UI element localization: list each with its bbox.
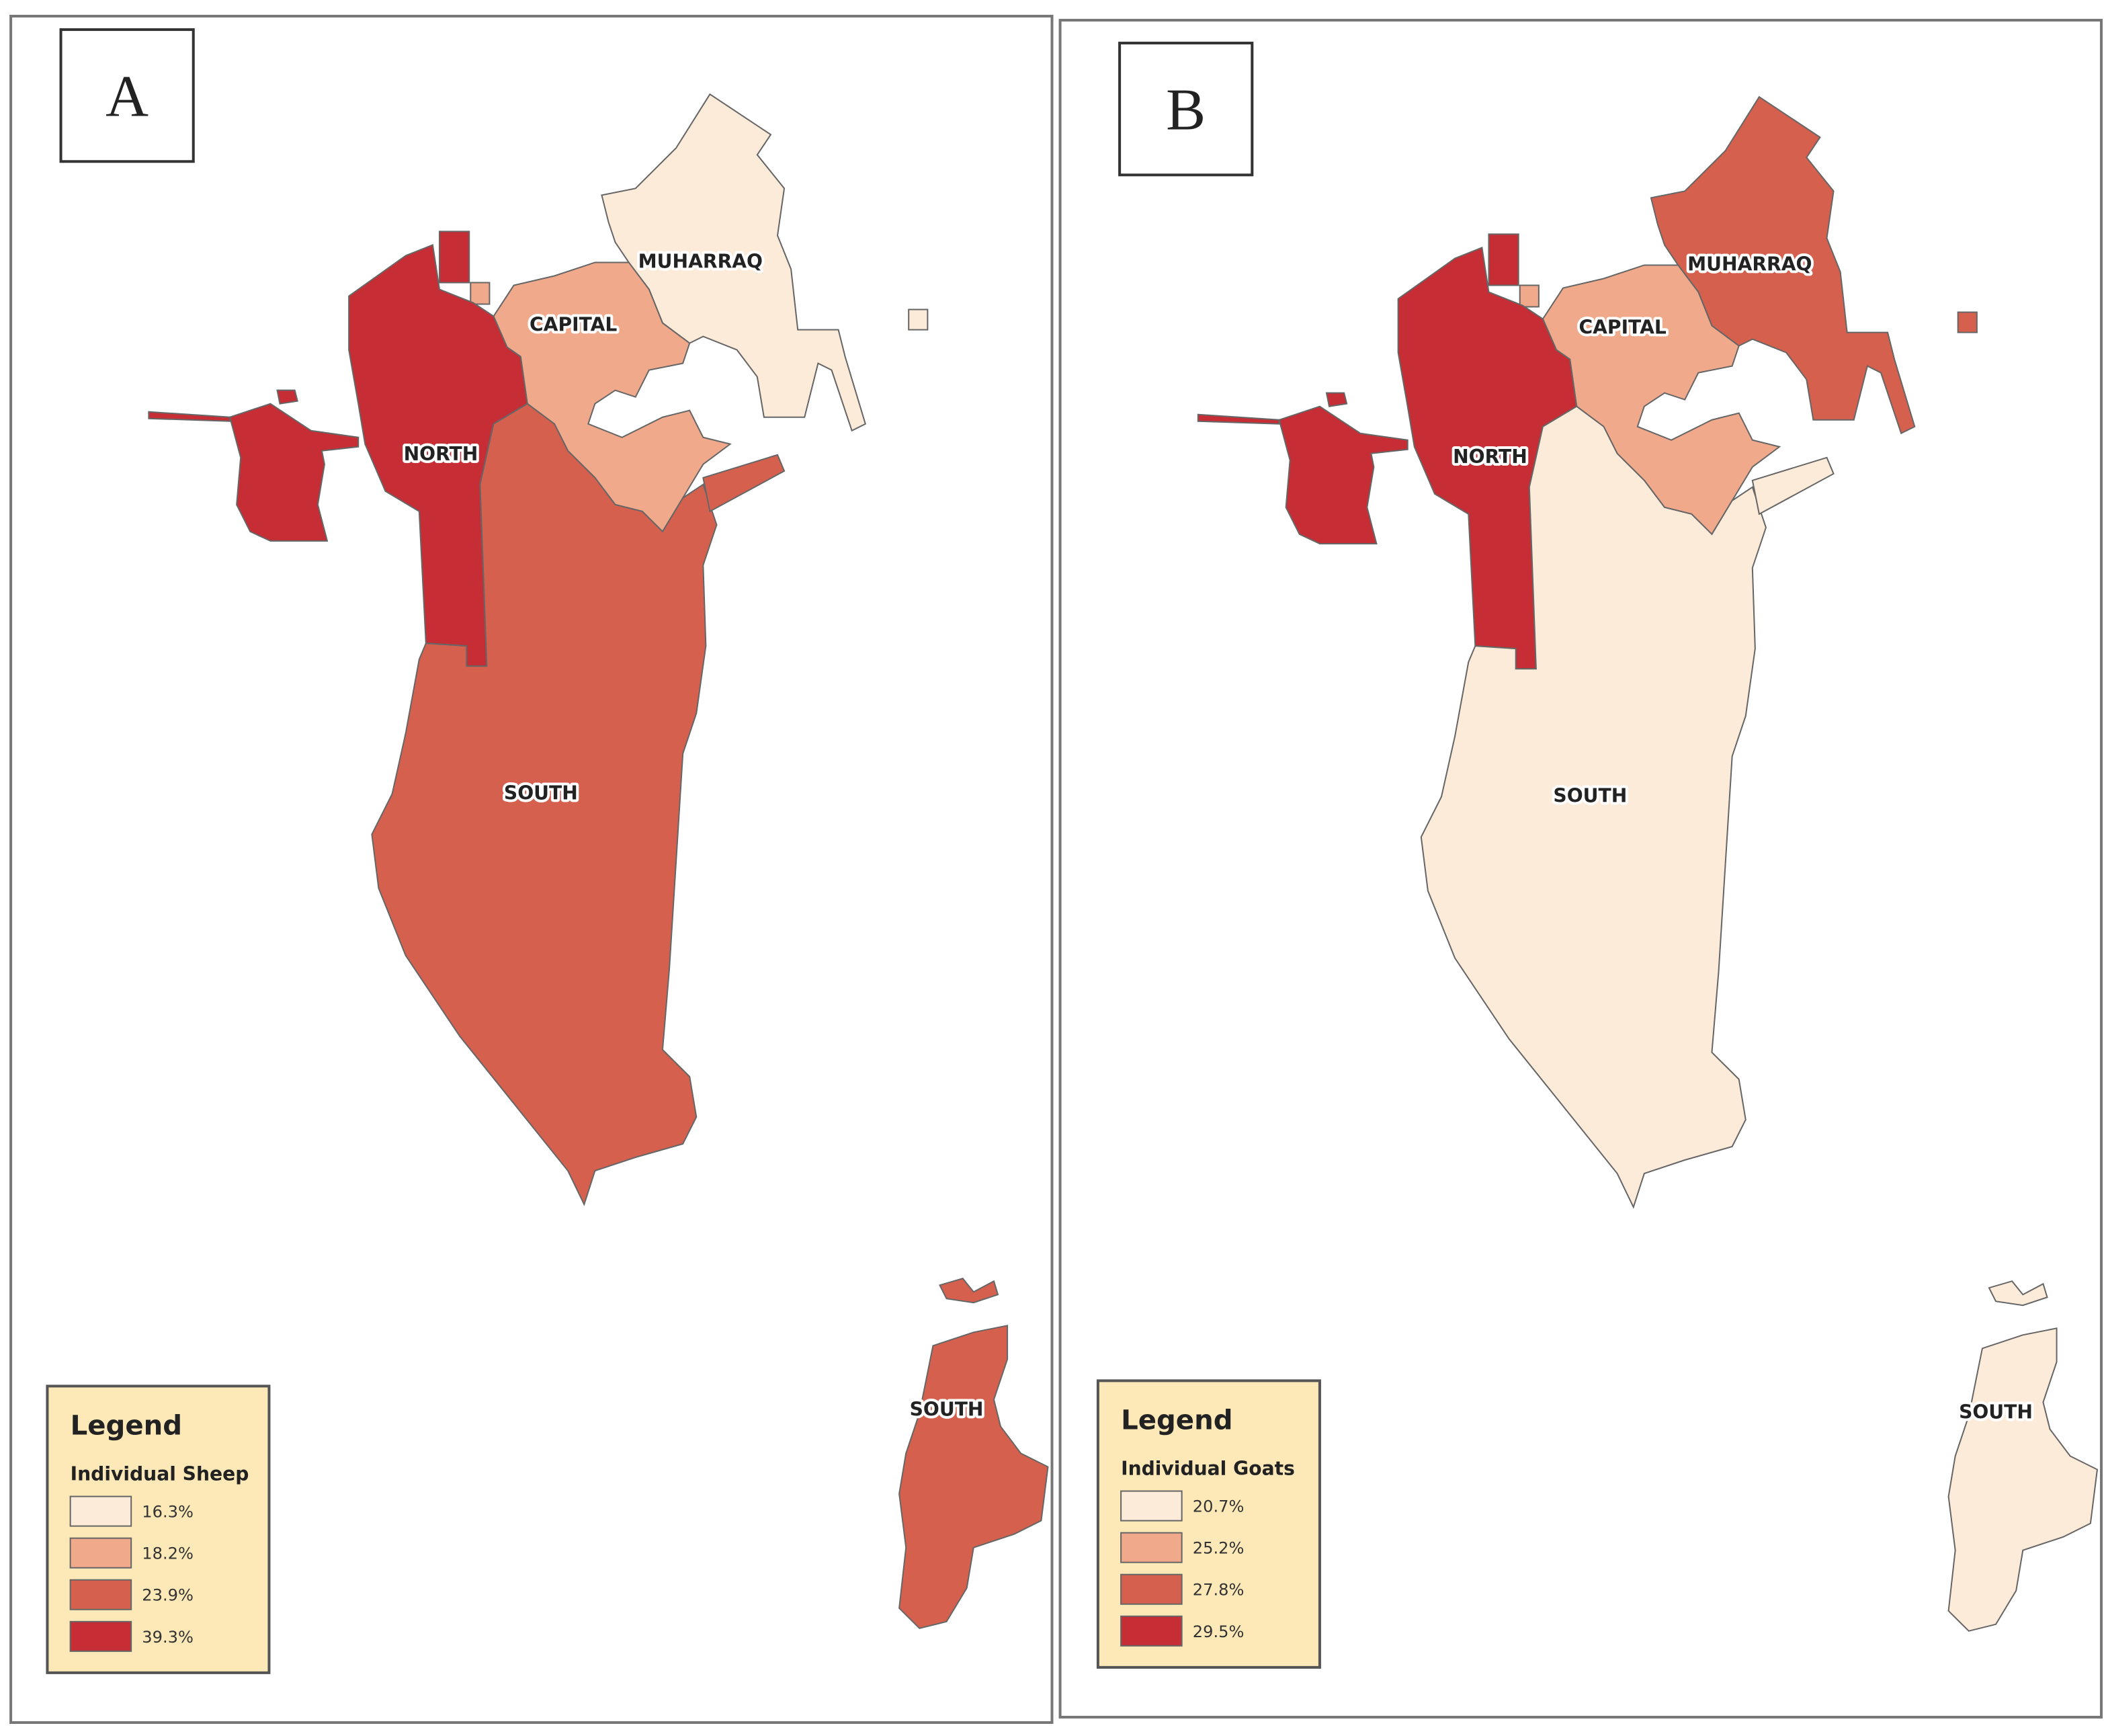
legend-swatch xyxy=(1120,1532,1183,1563)
panel-label: B xyxy=(1166,77,1206,143)
legend-swatch xyxy=(69,1537,132,1569)
inset-label: SOUTH xyxy=(1959,1401,2033,1423)
legend-swatch xyxy=(1120,1573,1183,1605)
region-label: CAPITAL xyxy=(530,314,617,336)
legend-label: 25.2% xyxy=(1193,1539,1245,1558)
legend-swatch xyxy=(1120,1615,1183,1647)
region-shape xyxy=(908,308,929,331)
region-label: NORTH xyxy=(1453,446,1527,468)
map-panel: MUHARRAQ CAPITAL NORTH SOUTH SOUTH xyxy=(1197,95,2099,1632)
inset-shape xyxy=(1988,1280,2048,1307)
legend-swatch xyxy=(1120,1490,1183,1522)
inset-shape xyxy=(898,1325,1049,1629)
legend-label: 27.8% xyxy=(1193,1581,1245,1600)
map-panel: MUHARRAQ CAPITAL NORTH SOUTH SOUTH xyxy=(148,93,1049,1629)
panel-label: A xyxy=(106,64,149,130)
legend-label: 20.7% xyxy=(1193,1497,1245,1516)
region-shape xyxy=(1420,405,1767,1209)
region-shape xyxy=(1519,284,1540,308)
legend-subtitle: Individual Goats xyxy=(1121,1458,1295,1480)
inset-label: SOUTH xyxy=(910,1398,984,1420)
region-label: SOUTH xyxy=(504,782,578,804)
panel-frame xyxy=(9,15,1054,1724)
legend-subtitle: Individual Sheep xyxy=(71,1463,249,1485)
legend-label: 29.5% xyxy=(1193,1622,1245,1641)
region-label: NORTH xyxy=(404,443,478,465)
panel-frame xyxy=(1058,19,2103,1719)
legend-label: 18.2% xyxy=(142,1544,194,1563)
region-shape xyxy=(702,454,786,513)
legend-swatch xyxy=(69,1495,132,1527)
region-shape xyxy=(1325,392,1348,407)
region-shape xyxy=(148,411,231,422)
region-shape xyxy=(1197,413,1280,425)
panel-label-box xyxy=(59,28,195,163)
region-shape xyxy=(1488,233,1519,286)
region-shape xyxy=(276,389,298,405)
region-shape xyxy=(470,282,491,305)
legend-label: 16.3% xyxy=(142,1503,194,1522)
region-shape xyxy=(371,403,718,1206)
legend-label: 39.3% xyxy=(142,1628,194,1647)
region-shape xyxy=(1957,311,1978,333)
region-label: MUHARRAQ xyxy=(638,250,763,272)
inset-shape xyxy=(1947,1327,2099,1632)
legend-label: 23.9% xyxy=(142,1586,194,1605)
legend-title: Legend xyxy=(71,1411,182,1442)
legend-swatch xyxy=(69,1620,132,1652)
region-shape xyxy=(438,231,470,284)
region-label: SOUTH xyxy=(1553,784,1627,807)
inset-shape xyxy=(939,1278,999,1304)
region-shape xyxy=(1278,405,1408,544)
region-label: MUHARRAQ xyxy=(1687,253,1812,276)
region-shape xyxy=(228,403,360,542)
region-label: CAPITAL xyxy=(1579,317,1666,339)
region-shape xyxy=(1751,456,1835,515)
panel-label-box xyxy=(1118,42,1254,177)
legend-swatch xyxy=(69,1579,132,1610)
legend-title: Legend xyxy=(1121,1405,1232,1436)
